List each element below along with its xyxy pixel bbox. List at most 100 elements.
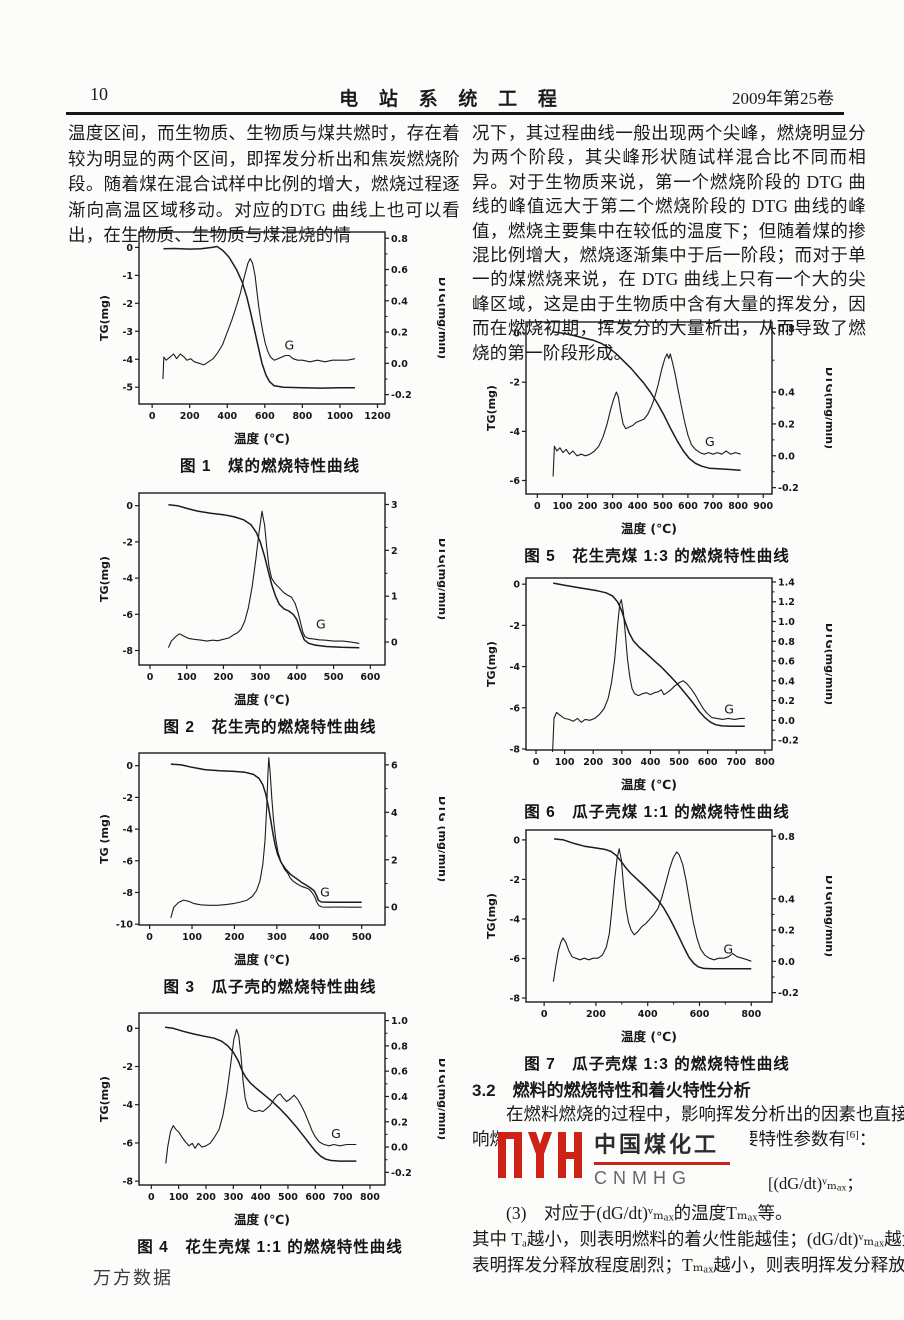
svg-text:-8: -8 xyxy=(509,744,520,755)
svg-text:200: 200 xyxy=(578,501,598,512)
svg-text:300: 300 xyxy=(267,932,287,943)
svg-text:DTG(mg/min): DTG(mg/min) xyxy=(823,367,832,449)
svg-text:-2: -2 xyxy=(122,299,133,310)
figure-3-melon-seed-shell: 0 100 200 300 400 500 0 -2 -4 -6 -8 -10 6 4 2 0 TG (mg) D… xyxy=(95,743,449,997)
tg-curve xyxy=(170,763,362,904)
tg-curve xyxy=(552,331,741,471)
figure-4-peanut-coal-1-1: 0 100 200 300 400 500 600 700 800 0 -2 -4 -6 -8 1.0 0.8… xyxy=(95,1003,449,1257)
watermark-en: CNMHG xyxy=(594,1168,692,1188)
svg-text:0: 0 xyxy=(534,501,541,512)
figure-7-melon-coal-1-3: 0 200 400 600 800 0 -2 -4 -6 -8 0.8 0.4 0.2 0.0 -0.2 TG… xyxy=(482,820,836,1074)
section-item-3: (3) 对应于(dG/dt)ᵛₘₐₓ的温度Tₘₐₓ等。 xyxy=(506,1203,793,1223)
svg-text:0: 0 xyxy=(391,903,398,914)
figure-4-chart: 0 100 200 300 400 500 600 700 800 0 -2 -4 -6 -8 1.0 0.8… xyxy=(95,1003,449,1234)
svg-text:-8: -8 xyxy=(122,1177,133,1188)
dtg-curve xyxy=(552,599,745,753)
reference-6: [6] xyxy=(846,1129,859,1142)
svg-text:-0.2: -0.2 xyxy=(778,736,799,747)
tg-curve xyxy=(163,245,355,389)
svg-text:600: 600 xyxy=(360,672,380,683)
g-label: G xyxy=(705,434,715,449)
svg-text:2: 2 xyxy=(391,546,398,557)
svg-text:DTG(mg/min): DTG(mg/min) xyxy=(436,538,445,620)
right-paragraph: 况下，其过程曲线一般出现两个尖峰，燃烧明显分为两个阶段，其尖峰形状随试样混合比不… xyxy=(472,123,866,363)
chart-canvas: 0 200 400 600 800 0 -2 -4 -6 -8 0.8 0.4 0.2 0.0 -0.2 TG… xyxy=(485,829,836,1044)
svg-text:-0.2: -0.2 xyxy=(778,483,799,494)
svg-text:DTG(mg/min): DTG(mg/min) xyxy=(436,277,445,359)
svg-text:4: 4 xyxy=(391,808,398,819)
svg-text:500: 500 xyxy=(669,757,689,768)
svg-text:0.4: 0.4 xyxy=(778,388,795,399)
svg-text:-4: -4 xyxy=(122,825,133,836)
svg-text:温度 (℃): 温度 (℃) xyxy=(234,692,290,707)
svg-text:TG(mg): TG(mg) xyxy=(98,1076,111,1122)
svg-text:200: 200 xyxy=(225,932,245,943)
svg-text:TG(mg): TG(mg) xyxy=(485,893,498,939)
svg-text:700: 700 xyxy=(333,1192,353,1203)
svg-text:-4: -4 xyxy=(509,427,520,438)
section-number: 3.2 xyxy=(472,1081,496,1100)
svg-text:0.2: 0.2 xyxy=(778,419,795,430)
svg-text:-2: -2 xyxy=(122,793,133,804)
watermark-text: 中国煤化工 CNMHG xyxy=(594,1130,730,1189)
chart-canvas: 0 100 200 300 400 500 600 700 800 0 -2 -4 -6 -8 1.4 1.2… xyxy=(485,577,836,792)
svg-text:DTG (mg/min): DTG (mg/min) xyxy=(436,796,445,882)
svg-text:-6: -6 xyxy=(509,703,520,714)
svg-text:0.6: 0.6 xyxy=(391,1067,408,1078)
svg-text:-10: -10 xyxy=(116,920,134,931)
svg-text:-1: -1 xyxy=(122,271,133,282)
figure-5-peanut-coal-1-3: 0 100 200 300 400 500 600 700 800 900 0 -2 -4 -6 0.8 0.… xyxy=(482,312,836,566)
svg-text:DTG(mg/min): DTG(mg/min) xyxy=(823,623,832,705)
svg-text:0.4: 0.4 xyxy=(778,894,795,905)
svg-text:0: 0 xyxy=(126,761,133,772)
svg-text:800: 800 xyxy=(292,411,312,422)
svg-text:900: 900 xyxy=(753,501,773,512)
section-title: 燃料的燃烧特性和着火特性分析 xyxy=(512,1081,751,1100)
svg-text:-6: -6 xyxy=(509,954,520,965)
figure-6-chart: 0 100 200 300 400 500 600 700 800 0 -2 -4 -6 -8 1.4 1.2… xyxy=(482,568,836,799)
svg-text:400: 400 xyxy=(251,1192,271,1203)
cnmhg-logo-icon xyxy=(498,1132,582,1178)
svg-text:400: 400 xyxy=(217,411,237,422)
svg-text:DTG(mg/min): DTG(mg/min) xyxy=(436,1058,445,1140)
svg-text:0.2: 0.2 xyxy=(391,1117,408,1128)
svg-text:400: 400 xyxy=(309,932,329,943)
figure-7-caption: 图 7 瓜子壳煤 1:3 的燃烧特性曲线 xyxy=(524,1056,790,1073)
issue-label: 2009年第25卷 xyxy=(732,89,834,108)
svg-text:-6: -6 xyxy=(122,856,133,867)
svg-text:0.0: 0.0 xyxy=(778,451,795,462)
svg-text:0.0: 0.0 xyxy=(391,1143,408,1154)
g-label: G xyxy=(316,616,326,631)
svg-text:0: 0 xyxy=(513,329,520,340)
tg-curve xyxy=(164,1026,357,1162)
svg-text:1000: 1000 xyxy=(327,411,354,422)
formula-fragment: [(dG/dt)ᵛₘₐₓ； xyxy=(768,1174,863,1193)
chart-canvas: 0 100 200 300 400 500 0 -2 -4 -6 -8 -10 6 4 2 0 TG (mg) D… xyxy=(98,752,449,967)
svg-text:-4: -4 xyxy=(122,355,133,366)
svg-text:TG (mg): TG (mg) xyxy=(98,814,111,864)
g-label: G xyxy=(724,701,734,716)
svg-text:0.2: 0.2 xyxy=(391,328,408,339)
svg-text:-2: -2 xyxy=(509,875,520,886)
svg-text:0.6: 0.6 xyxy=(391,265,408,276)
svg-text:500: 500 xyxy=(653,501,673,512)
g-label: G xyxy=(285,337,295,352)
svg-text:-2: -2 xyxy=(122,537,133,548)
figure-6-melon-coal-1-1: 0 100 200 300 400 500 600 700 800 0 -2 -4 -6 -8 1.4 1.2… xyxy=(482,568,836,822)
svg-text:0.4: 0.4 xyxy=(391,296,408,307)
svg-text:200: 200 xyxy=(180,411,200,422)
svg-text:300: 300 xyxy=(250,672,270,683)
dtg-curve xyxy=(162,258,356,380)
svg-text:800: 800 xyxy=(360,1192,380,1203)
svg-text:-6: -6 xyxy=(122,1138,133,1149)
svg-text:800: 800 xyxy=(755,757,775,768)
svg-text:-0.2: -0.2 xyxy=(391,390,412,401)
svg-text:300: 300 xyxy=(223,1192,243,1203)
svg-text:-4: -4 xyxy=(122,1100,133,1111)
section-para-line1: 在燃料燃烧的过程中，影响挥发分析出的因素也直接影 xyxy=(506,1104,904,1124)
figure-6-caption: 图 6 瓜子壳煤 1:1 的燃烧特性曲线 xyxy=(524,804,790,821)
svg-text:300: 300 xyxy=(603,501,623,512)
svg-text:600: 600 xyxy=(305,1192,325,1203)
svg-text:-8: -8 xyxy=(122,646,133,657)
svg-text:0.8: 0.8 xyxy=(778,324,795,335)
